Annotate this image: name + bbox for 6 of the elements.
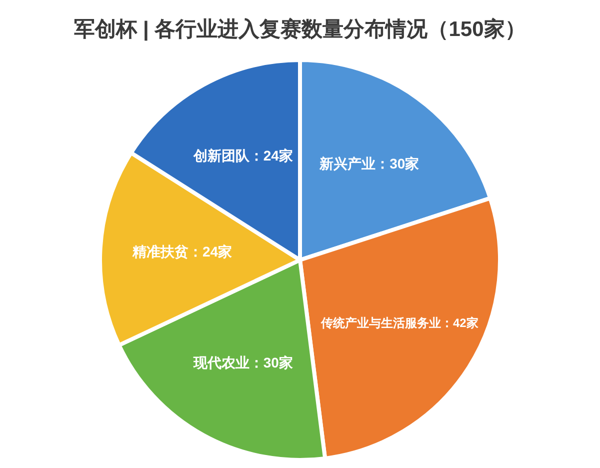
slice-label: 传统产业与生活服务业：42家: [320, 316, 478, 330]
slice-label: 新兴产业：30家: [318, 156, 420, 172]
chart-title: 军创杯 | 各行业进入复赛数量分布情况（150家）: [74, 17, 526, 41]
slice-label: 精准扶贫：24家: [131, 244, 232, 260]
slice-label: 创新团队：24家: [192, 148, 293, 164]
slice-label: 现代农业：30家: [192, 354, 293, 370]
